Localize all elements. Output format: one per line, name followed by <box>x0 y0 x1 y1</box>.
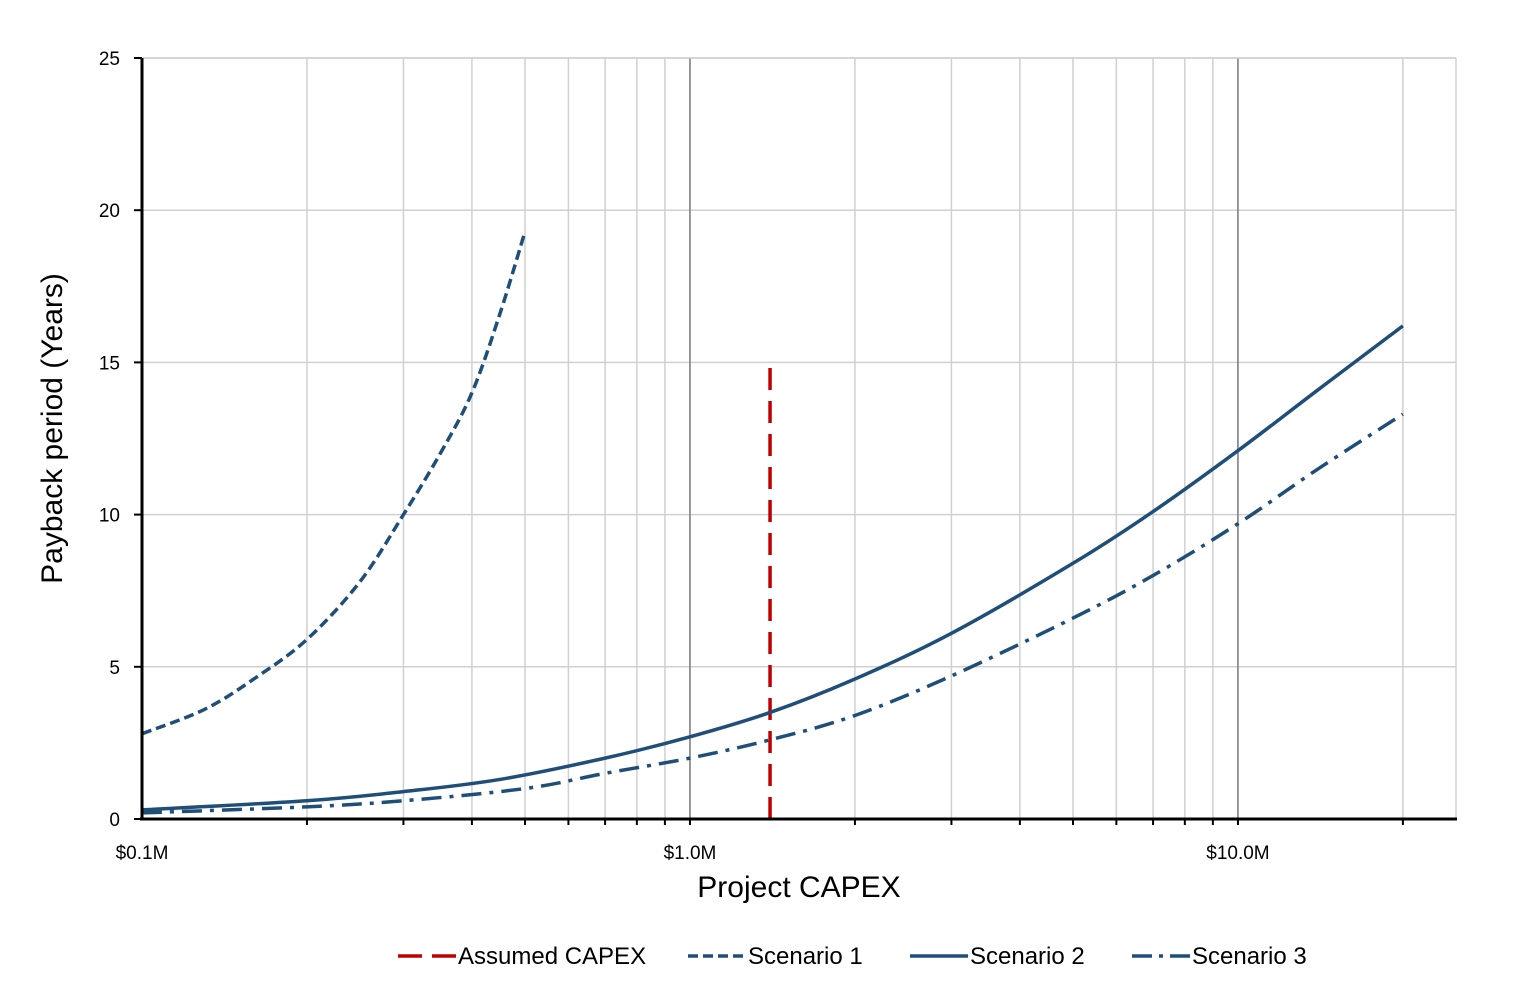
tick-labels: 0 5 10 15 20 25 $0.1M $1.0M $10.0M <box>99 49 1270 864</box>
x-tick-label: $1.0M <box>664 843 717 864</box>
legend-label: Scenario 3 <box>1192 943 1307 970</box>
y-axis-title: Payback period (Years) <box>36 273 69 584</box>
x-tick-label: $10.0M <box>1206 843 1269 864</box>
series-line-scenario-1 <box>141 230 527 736</box>
x-axis-title: Project CAPEX <box>697 871 900 904</box>
series-layer <box>141 230 1404 819</box>
grid <box>142 57 1457 819</box>
y-tick-label: 10 <box>99 506 120 527</box>
y-tick-label: 5 <box>109 658 120 679</box>
legend-label: Scenario 2 <box>970 943 1085 970</box>
y-tick-label: 25 <box>99 49 120 70</box>
series-line-scenario-2 <box>141 324 1404 812</box>
y-tick-label: 15 <box>99 353 120 374</box>
legend-label: Scenario 1 <box>748 943 863 970</box>
legend: Assumed CAPEX Scenario 1 Scenario 2 Scenari… <box>398 943 1307 970</box>
x-tick-label: $0.1M <box>116 843 169 864</box>
series-line-scenario-3 <box>141 412 1404 815</box>
y-tick-label: 0 <box>109 810 120 831</box>
axes <box>134 57 1457 825</box>
y-tick-label: 20 <box>99 201 120 222</box>
legend-label: Assumed CAPEX <box>458 943 646 970</box>
